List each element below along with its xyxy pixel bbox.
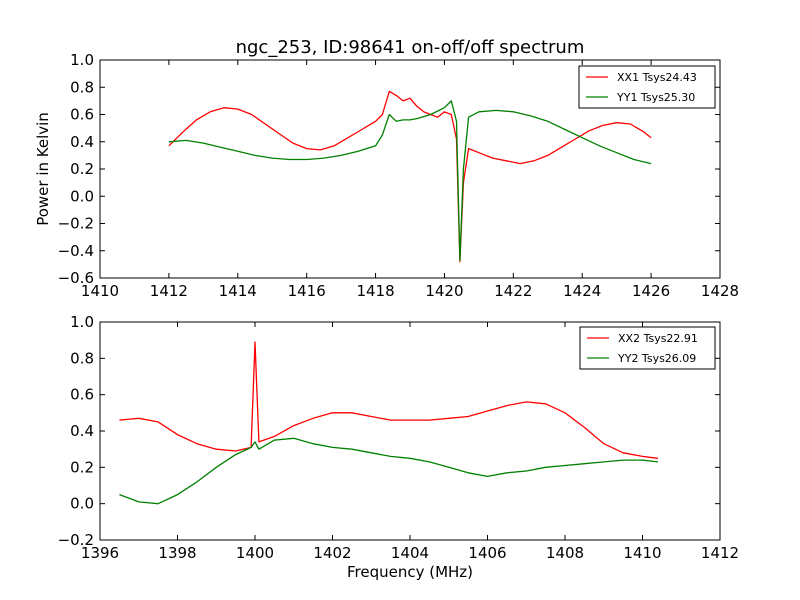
y-tick-label: 0.2 [70,160,94,178]
y-tick-label: 1.0 [70,51,94,69]
y-tick-label: 0.0 [70,495,94,513]
x-tick-label: 1396 [81,544,119,562]
y-tick-label: 0.4 [70,133,94,151]
legend-label: YY1 Tsys25.30 [616,91,695,104]
series-line-bottom-yy [119,437,659,505]
y-tick-label: 0.6 [70,106,94,124]
x-tick-label: 1412 [150,282,188,300]
x-tick-label: 1398 [158,544,196,562]
x-tick-label: 1426 [632,282,670,300]
x-tick-label: 1408 [546,544,584,562]
legend-label: XX2 Tsys22.91 [618,332,698,345]
y-tick-label: −0.4 [58,242,94,260]
y-axis-label: Power in Kelvin [34,112,52,226]
x-tick-label: 1428 [701,282,739,300]
y-tick-label: 0.0 [70,187,94,205]
legend: XX1 Tsys24.43 YY1 Tsys25.30 [578,65,716,109]
x-tick-label: 1400 [236,544,274,562]
x-tick-label: 1418 [356,282,394,300]
x-tick-label: 1404 [391,544,429,562]
x-axis-label: Frequency (MHz) [347,563,473,581]
legend-box [578,65,716,109]
x-tick-label: 1424 [563,282,601,300]
top-spectrum-panel: 1410 1412 1414 1416 1418 1420 1422 1424 1426 1428… [58,51,740,300]
series-line-top-xx [168,90,652,263]
y-tick-label: 0.4 [70,422,94,440]
y-tick-label: 0.2 [70,458,94,476]
x-tick-label: 1412 [701,544,739,562]
figure-title: ngc_253, ID:98641 on-off/off spectrum [236,37,585,58]
y-tick-label: 1.0 [70,313,94,331]
bottom-spectrum-panel: 1396 1398 1400 1402 1404 1406 1408 1410 1412 −0.2… [58,313,740,562]
legend-label: XX1 Tsys24.43 [617,71,697,84]
y-tick-label: 0.8 [70,78,94,96]
x-tick-label: 1420 [425,282,463,300]
y-tick-label: −0.6 [58,269,94,287]
y-tick-label: 0.6 [70,386,94,404]
series-line-top-yy [168,100,652,261]
x-tick-label: 1410 [81,282,119,300]
y-tick-label: 0.8 [70,349,94,367]
x-tick-label: 1414 [219,282,257,300]
legend-box [579,326,716,370]
legend: XX2 Tsys22.91 YY2 Tsys26.09 [579,326,716,370]
x-tick-label: 1406 [468,544,506,562]
y-tick-label: −0.2 [58,531,94,549]
x-tick-label: 1410 [623,544,661,562]
series-line-bottom-xx [119,341,659,459]
y-tick-label: −0.2 [58,215,94,233]
x-tick-label: 1416 [288,282,326,300]
legend-label: YY2 Tsys26.09 [617,352,696,365]
x-tick-label: 1402 [313,544,351,562]
x-tick-label: 1422 [494,282,532,300]
